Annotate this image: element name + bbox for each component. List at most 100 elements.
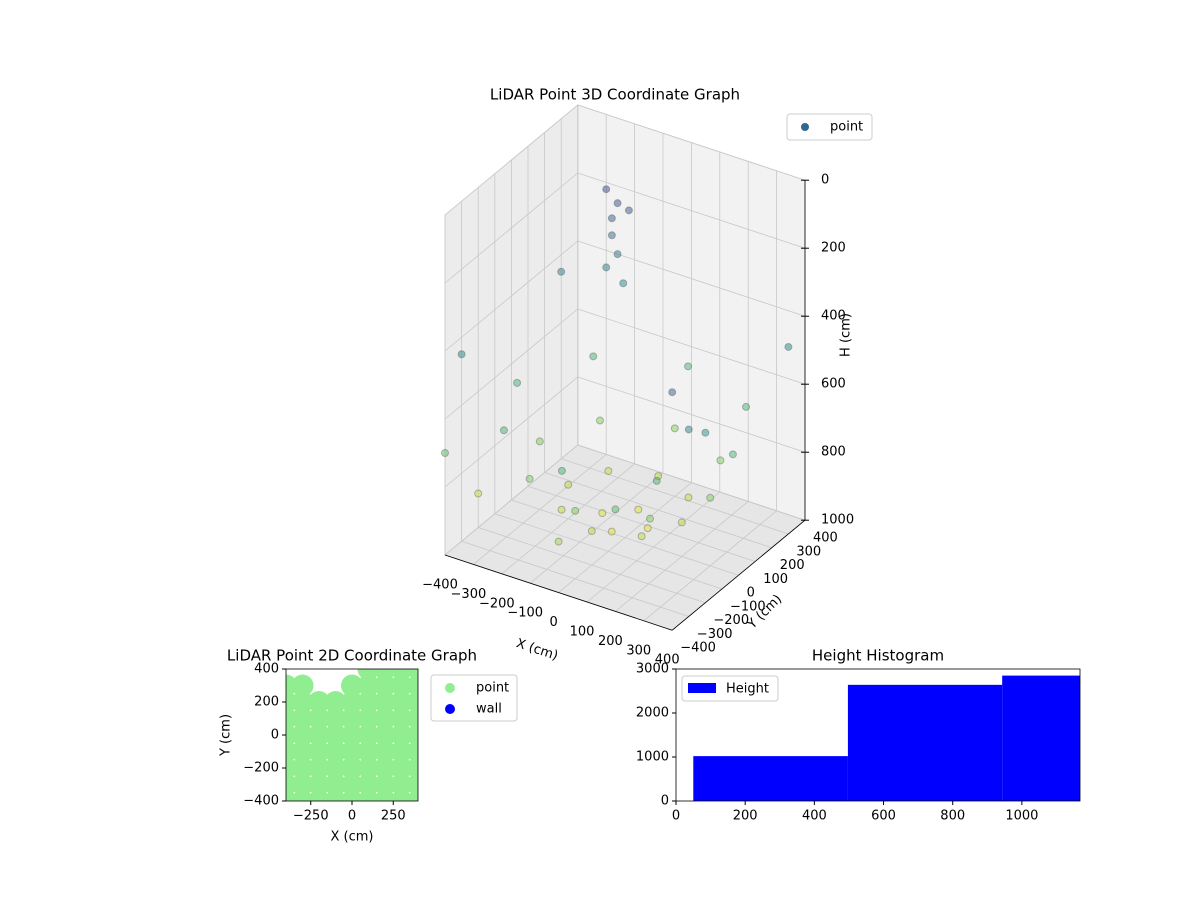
chart-title: Height Histogram bbox=[812, 647, 944, 665]
grid-line bbox=[494, 513, 723, 590]
point bbox=[457, 350, 466, 359]
point bbox=[668, 388, 677, 397]
y-tick-label: 400 bbox=[254, 662, 279, 677]
x-tick-label: 400 bbox=[802, 809, 827, 824]
point bbox=[291, 707, 314, 730]
point bbox=[357, 757, 380, 779]
point bbox=[357, 773, 380, 796]
point bbox=[374, 740, 396, 763]
grid-line bbox=[444, 444, 579, 556]
legend bbox=[786, 113, 873, 141]
point bbox=[607, 527, 616, 536]
point bbox=[677, 518, 686, 527]
point bbox=[557, 505, 566, 514]
y-tick-label: −300 bbox=[697, 627, 733, 642]
point bbox=[308, 773, 330, 796]
bar bbox=[847, 684, 1003, 801]
legend-marker bbox=[801, 123, 809, 131]
point bbox=[407, 740, 418, 763]
point bbox=[564, 480, 573, 489]
point bbox=[341, 773, 363, 796]
point bbox=[390, 757, 413, 779]
point bbox=[341, 707, 363, 730]
grid-line bbox=[444, 172, 579, 284]
point bbox=[374, 707, 396, 730]
point bbox=[390, 773, 413, 796]
point bbox=[374, 691, 396, 713]
point bbox=[613, 250, 622, 259]
point bbox=[728, 450, 737, 459]
grid-line bbox=[527, 485, 756, 562]
point bbox=[341, 691, 363, 713]
point bbox=[595, 416, 604, 425]
point bbox=[390, 669, 413, 680]
x-axis-label: X (cm) bbox=[331, 830, 374, 845]
z-tick-label: 200 bbox=[821, 241, 846, 256]
x-tick-label: 200 bbox=[733, 809, 758, 824]
y-tick-label: −100 bbox=[730, 599, 766, 614]
x-tick-label: −200 bbox=[479, 596, 515, 611]
point bbox=[390, 740, 413, 763]
x-tick-label: 400 bbox=[655, 653, 680, 668]
x-tick-label: 800 bbox=[940, 809, 965, 824]
point bbox=[499, 426, 508, 435]
x-tick-label: 300 bbox=[626, 643, 651, 658]
point bbox=[613, 199, 622, 208]
z-tick-label: 600 bbox=[821, 377, 846, 392]
legend-marker bbox=[688, 683, 716, 693]
grid-line bbox=[577, 308, 806, 385]
bar bbox=[1002, 675, 1080, 801]
grid-line bbox=[444, 104, 579, 216]
point bbox=[357, 724, 380, 746]
point bbox=[374, 724, 396, 746]
point bbox=[441, 449, 449, 457]
z-tick-label: 0 bbox=[821, 173, 829, 188]
y-tick-label: 0 bbox=[747, 586, 755, 601]
grid-line bbox=[577, 444, 806, 521]
point bbox=[291, 757, 314, 779]
grid-line bbox=[577, 172, 806, 249]
point bbox=[611, 505, 620, 514]
legend-label: point bbox=[830, 120, 863, 135]
point bbox=[598, 509, 607, 518]
grid-line bbox=[444, 240, 579, 352]
y-tick-label: 400 bbox=[813, 531, 838, 546]
point bbox=[557, 267, 566, 276]
grid-line bbox=[444, 376, 579, 488]
point bbox=[643, 524, 652, 533]
z-tick-label: 1000 bbox=[821, 513, 854, 528]
point bbox=[684, 425, 693, 434]
point bbox=[407, 707, 418, 730]
point bbox=[684, 362, 693, 371]
point bbox=[324, 773, 347, 796]
y-tick-label: 100 bbox=[763, 572, 788, 587]
point bbox=[291, 691, 314, 713]
point bbox=[308, 740, 330, 763]
point bbox=[308, 691, 330, 713]
point bbox=[374, 669, 396, 680]
point bbox=[589, 352, 598, 361]
point bbox=[587, 527, 596, 536]
z-axis-label: H (cm) bbox=[839, 313, 854, 357]
grid-line bbox=[561, 458, 789, 535]
point bbox=[607, 231, 616, 240]
point bbox=[407, 691, 418, 713]
legend bbox=[681, 675, 779, 702]
legend-label: Height bbox=[726, 682, 769, 697]
x-tick-label: 0 bbox=[549, 615, 557, 630]
y-tick-label: 0 bbox=[271, 728, 279, 743]
point bbox=[554, 537, 563, 546]
point bbox=[291, 740, 314, 763]
point bbox=[742, 402, 751, 411]
y-tick-label: −200 bbox=[713, 613, 749, 628]
plot-area bbox=[441, 185, 793, 546]
chart-title: LiDAR Point 2D Coordinate Graph bbox=[227, 647, 477, 665]
point bbox=[390, 707, 413, 730]
grid-line bbox=[577, 104, 806, 181]
grid-line bbox=[478, 527, 706, 604]
y-tick-label: 200 bbox=[780, 558, 805, 573]
y-tick-label: 200 bbox=[254, 695, 279, 710]
point bbox=[557, 466, 566, 475]
point bbox=[619, 279, 628, 288]
point bbox=[407, 674, 418, 697]
